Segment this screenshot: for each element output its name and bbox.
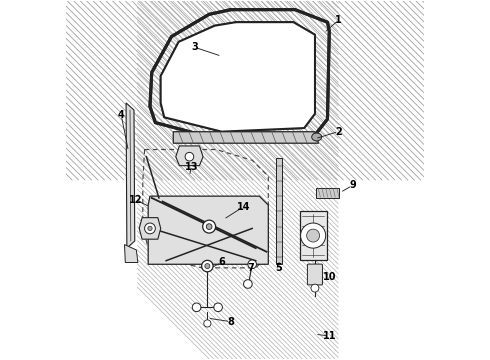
Circle shape: [185, 152, 194, 161]
Text: 9: 9: [349, 180, 356, 190]
Text: 12: 12: [129, 195, 143, 205]
Circle shape: [205, 264, 210, 269]
FancyBboxPatch shape: [307, 264, 322, 285]
Polygon shape: [139, 218, 161, 239]
Text: 5: 5: [276, 263, 282, 273]
Text: 11: 11: [322, 331, 336, 341]
Polygon shape: [164, 26, 310, 128]
Text: 2: 2: [335, 127, 342, 136]
Circle shape: [300, 223, 326, 248]
Text: 6: 6: [219, 257, 225, 267]
Circle shape: [311, 284, 319, 292]
Polygon shape: [150, 10, 329, 139]
Circle shape: [203, 220, 216, 233]
Circle shape: [307, 229, 319, 242]
Polygon shape: [276, 158, 282, 264]
Polygon shape: [173, 132, 318, 143]
Polygon shape: [124, 244, 138, 262]
Circle shape: [145, 223, 155, 234]
Circle shape: [244, 280, 252, 288]
Text: 1: 1: [335, 15, 342, 26]
Circle shape: [206, 224, 212, 229]
Text: 13: 13: [184, 162, 198, 172]
Circle shape: [248, 260, 256, 269]
Text: 8: 8: [227, 317, 234, 327]
Circle shape: [204, 320, 211, 327]
Polygon shape: [126, 103, 135, 248]
Circle shape: [201, 260, 213, 272]
Ellipse shape: [312, 133, 322, 141]
Polygon shape: [161, 22, 315, 132]
Circle shape: [148, 226, 152, 230]
Polygon shape: [176, 146, 203, 166]
Circle shape: [192, 303, 201, 312]
Text: 10: 10: [322, 272, 336, 282]
Text: 7: 7: [247, 263, 254, 273]
Text: 4: 4: [118, 111, 124, 121]
Text: 14: 14: [237, 202, 250, 212]
Polygon shape: [316, 188, 339, 198]
Polygon shape: [300, 211, 326, 260]
Circle shape: [214, 303, 222, 312]
Polygon shape: [148, 196, 269, 264]
Text: 3: 3: [192, 42, 198, 52]
